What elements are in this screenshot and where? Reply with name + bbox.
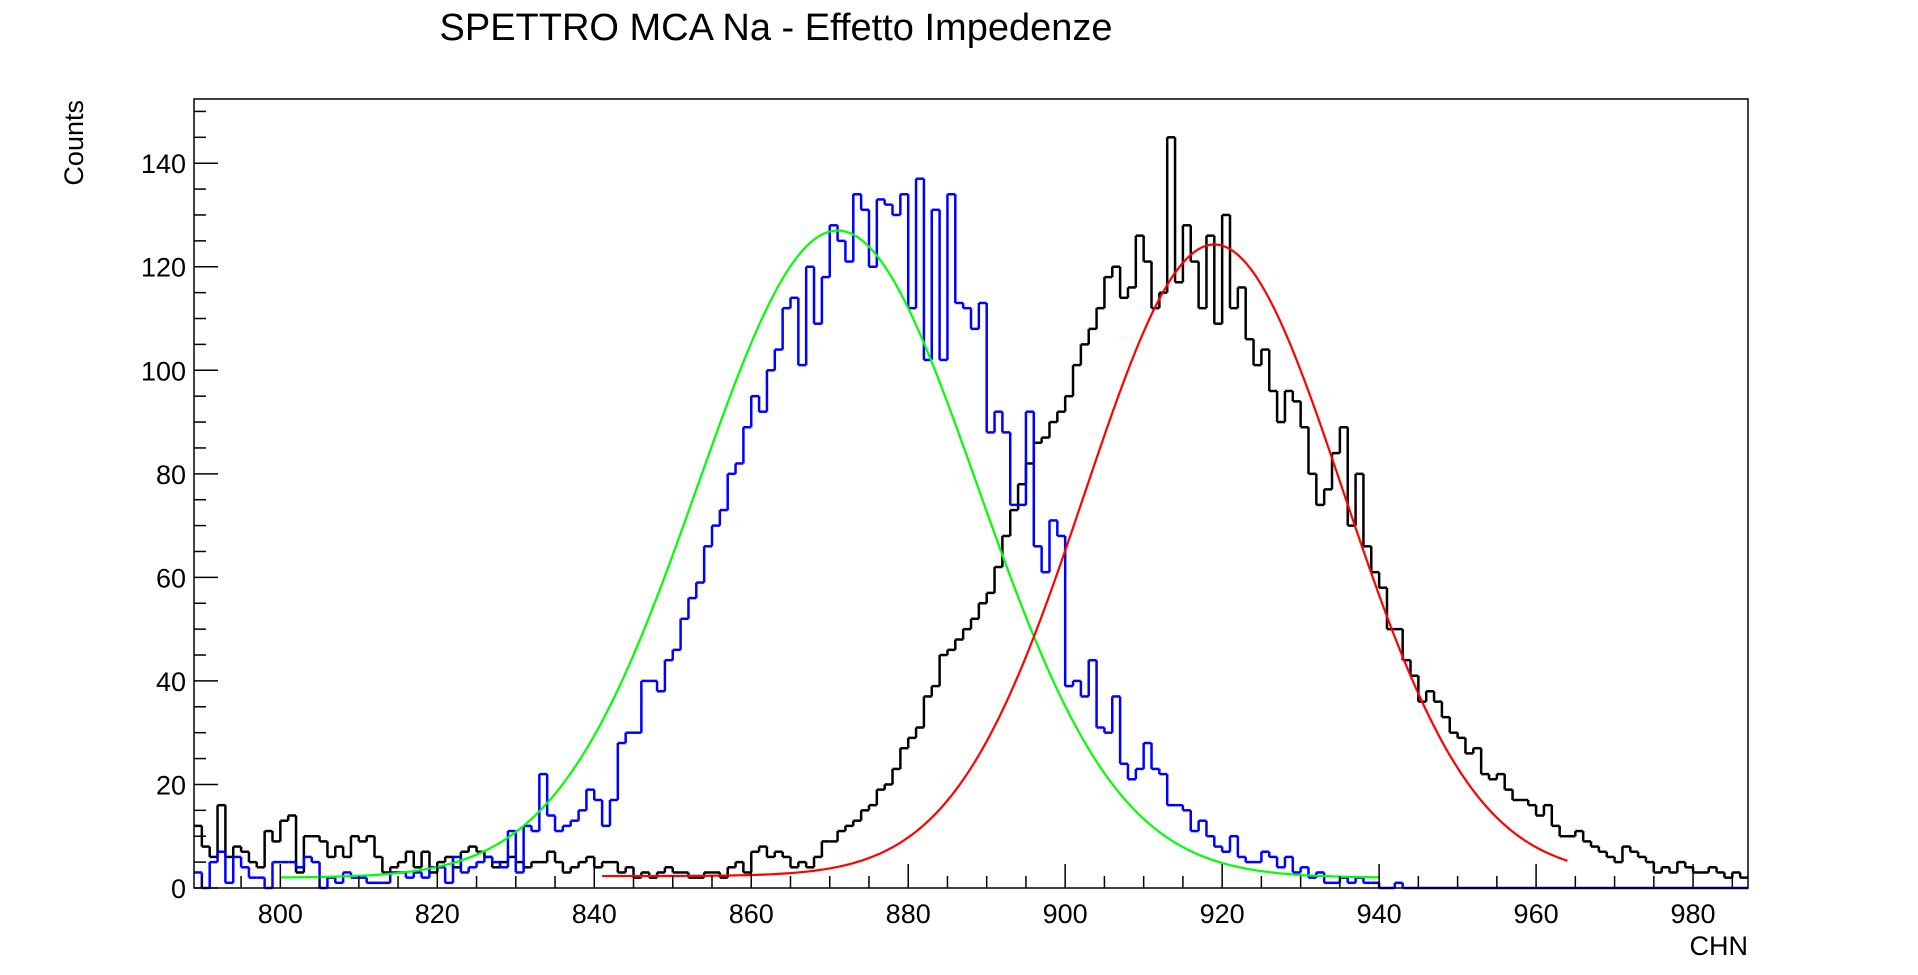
plot-frame <box>193 98 1749 889</box>
chart-title: SPETTRO MCA Na - Effetto Impedenze <box>440 7 1113 49</box>
x-tick-label: 960 <box>1514 899 1559 929</box>
y-axis-label: Counts <box>59 100 89 186</box>
x-tick-label: 980 <box>1671 899 1716 929</box>
x-tick-label: 880 <box>886 899 931 929</box>
x-tick-label: 900 <box>1043 899 1088 929</box>
y-tick-label: 120 <box>141 253 186 283</box>
y-tick-label: 20 <box>156 770 186 800</box>
axes: 800 820 840 860 880 900 920 940 960 980 0 20 40 60 80 1… <box>141 98 1749 929</box>
x-tick-label: 820 <box>415 899 460 929</box>
x-tick-label: 840 <box>572 899 617 929</box>
green-fit-curve <box>280 229 1380 879</box>
y-tick-label: 0 <box>171 874 186 904</box>
x-tick-label: 860 <box>729 899 774 929</box>
x-tick-label: 940 <box>1357 899 1402 929</box>
y-tick-label: 80 <box>156 460 186 490</box>
x-tick-label: 800 <box>258 899 303 929</box>
x-tick-label: 920 <box>1200 899 1245 929</box>
y-tick-label: 140 <box>141 149 186 179</box>
y-tick-label: 100 <box>141 356 186 386</box>
y-tick-label: 40 <box>156 667 186 697</box>
red-fit-curve <box>602 243 1568 878</box>
x-axis-label: CHN <box>1690 931 1749 961</box>
y-tick-label: 60 <box>156 563 186 593</box>
black-histogram <box>194 136 1748 879</box>
